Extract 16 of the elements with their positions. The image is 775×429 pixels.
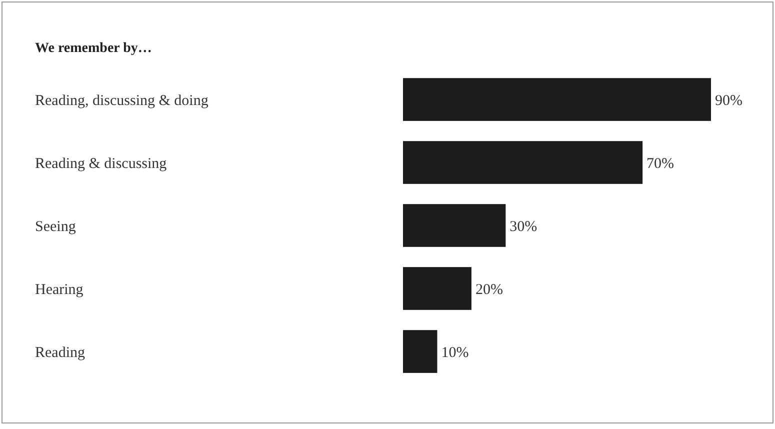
- data-label: 70%: [646, 156, 674, 172]
- data-label: 10%: [441, 344, 469, 361]
- y-tick-label: Reading & discussing: [35, 156, 168, 172]
- bar: [403, 330, 438, 373]
- data-label: 30%: [510, 218, 538, 235]
- text: We remember by…: [35, 41, 152, 56]
- y-tick-label: Hearing: [35, 282, 84, 298]
- y-tick-label: Reading, discussing & doing: [35, 92, 209, 109]
- bar: [403, 78, 711, 121]
- data-label: 20%: [475, 282, 503, 298]
- data-label: 90%: [715, 92, 742, 109]
- y-tick-label: Reading: [35, 344, 86, 361]
- bar: [403, 204, 506, 247]
- bar: [403, 141, 643, 184]
- y-tick-label: Seeing: [35, 218, 76, 235]
- bar: [403, 267, 472, 310]
